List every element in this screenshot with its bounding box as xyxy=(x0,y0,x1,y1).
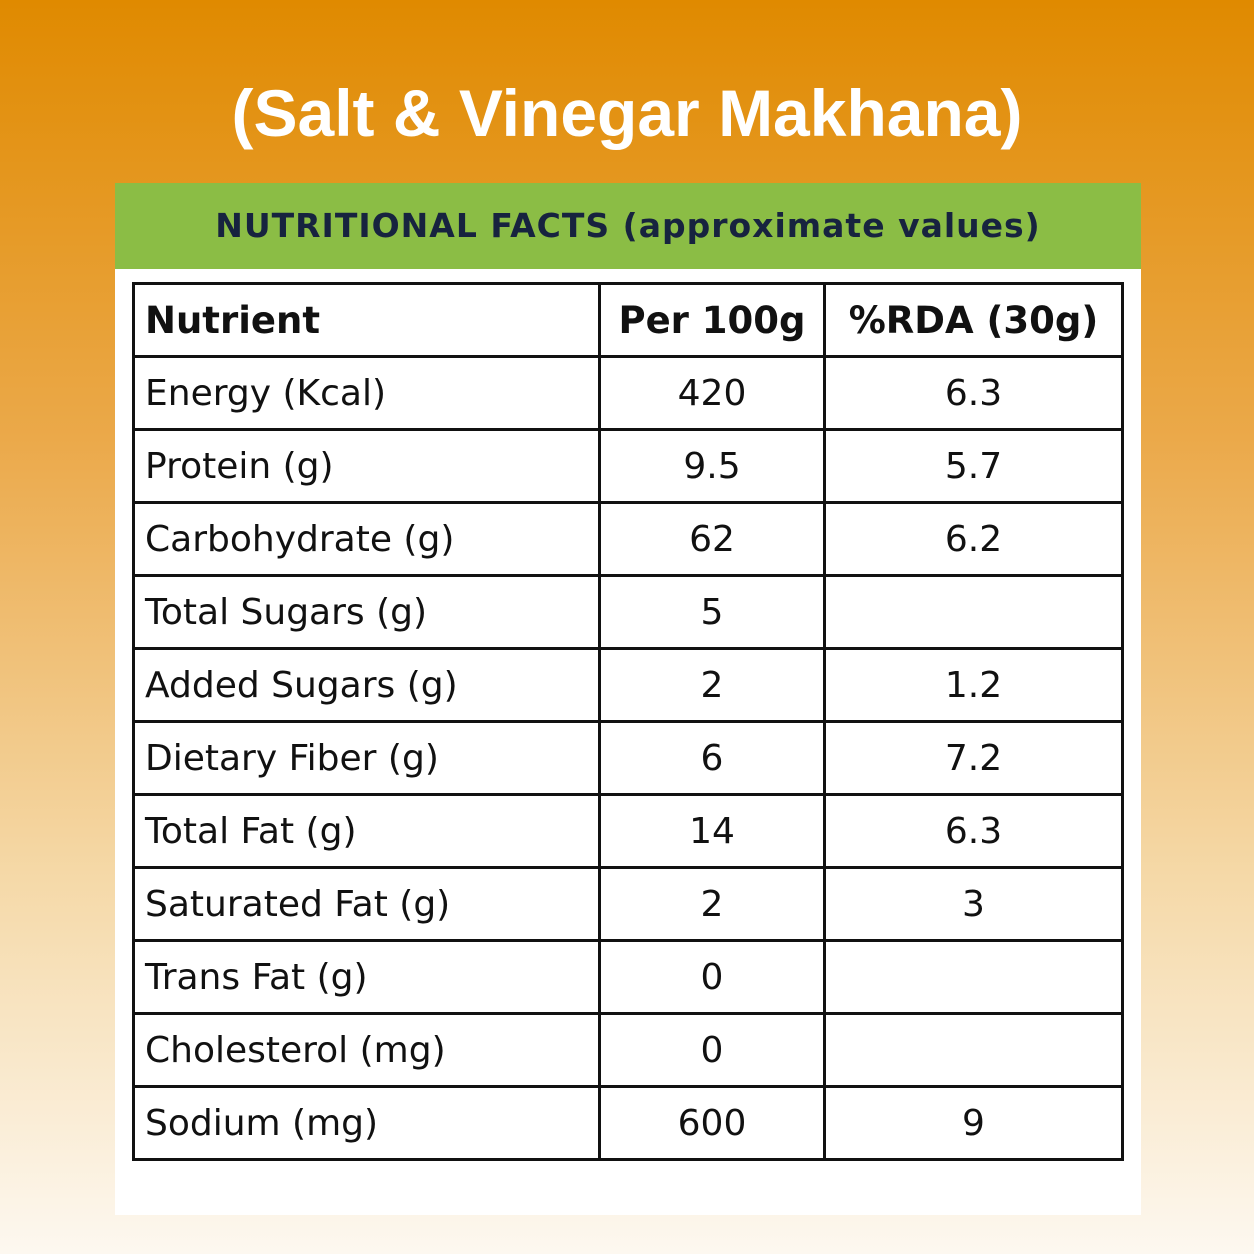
table-cell: 2 xyxy=(598,647,826,723)
table-cell: 7.2 xyxy=(823,720,1124,796)
table-row: Trans Fat (g) 0 xyxy=(132,939,1124,1015)
table-cell: 62 xyxy=(598,501,826,577)
table-cell: 0 xyxy=(598,939,826,1015)
table-body: Energy (Kcal) 420 6.3 Protein (g) 9.5 5.7 Carb… xyxy=(132,355,1124,1161)
table-row: Cholesterol (mg) 0 xyxy=(132,1012,1124,1088)
subtitle: NUTRITIONAL FACTS (approximate values) xyxy=(115,183,1141,269)
column-header: Nutrient xyxy=(132,282,601,358)
table-cell: 0 xyxy=(598,1012,826,1088)
table-row: Total Fat (g) 14 6.3 xyxy=(132,793,1124,869)
panel: NUTRITIONAL FACTS (approximate values) N… xyxy=(115,183,1141,1215)
table-cell: Saturated Fat (g) xyxy=(132,866,601,942)
header-row: Nutrient Per 100g %RDA (30g) xyxy=(132,282,1124,358)
table-cell xyxy=(823,1012,1124,1088)
table-cell: 9.5 xyxy=(598,428,826,504)
table-row: Added Sugars (g) 2 1.2 xyxy=(132,647,1124,723)
table-cell: Energy (Kcal) xyxy=(132,355,601,431)
table-cell: 9 xyxy=(823,1085,1124,1161)
table-cell: 3 xyxy=(823,866,1124,942)
table-cell xyxy=(823,574,1124,650)
table-cell: Carbohydrate (g) xyxy=(132,501,601,577)
table-cell: Trans Fat (g) xyxy=(132,939,601,1015)
table-cell: Total Sugars (g) xyxy=(132,574,601,650)
table-cell: 420 xyxy=(598,355,826,431)
column-header: %RDA (30g) xyxy=(823,282,1124,358)
table-cell: 600 xyxy=(598,1085,826,1161)
table-row: Protein (g) 9.5 5.7 xyxy=(132,428,1124,504)
title: (Salt & Vinegar Makhana) xyxy=(231,76,1023,150)
table-cell: Sodium (mg) xyxy=(132,1085,601,1161)
table-cell: 6.3 xyxy=(823,355,1124,431)
table-cell: 5.7 xyxy=(823,428,1124,504)
table-cell: 6.2 xyxy=(823,501,1124,577)
table-cell: 6.3 xyxy=(823,793,1124,869)
table-cell: Protein (g) xyxy=(132,428,601,504)
column-header: Per 100g xyxy=(598,282,826,358)
table-row: Sodium (mg) 600 9 xyxy=(132,1085,1124,1161)
table-row: Carbohydrate (g) 62 6.2 xyxy=(132,501,1124,577)
table-row: Total Sugars (g) 5 xyxy=(132,574,1124,650)
nutrition-table: Nutrient Per 100g %RDA (30g) Energy (Kcal)… xyxy=(132,282,1124,1161)
table-cell: Dietary Fiber (g) xyxy=(132,720,601,796)
table-cell: Total Fat (g) xyxy=(132,793,601,869)
table-cell: Cholesterol (mg) xyxy=(132,1012,601,1088)
table-cell: Added Sugars (g) xyxy=(132,647,601,723)
table-cell: 5 xyxy=(598,574,826,650)
table-row: Dietary Fiber (g) 6 7.2 xyxy=(132,720,1124,796)
table-cell: 14 xyxy=(598,793,826,869)
table-cell: 2 xyxy=(598,866,826,942)
table-row: Energy (Kcal) 420 6.3 xyxy=(132,355,1124,431)
table-cell: 1.2 xyxy=(823,647,1124,723)
table-cell: 6 xyxy=(598,720,826,796)
table-row: Saturated Fat (g) 2 3 xyxy=(132,866,1124,942)
table-cell xyxy=(823,939,1124,1015)
